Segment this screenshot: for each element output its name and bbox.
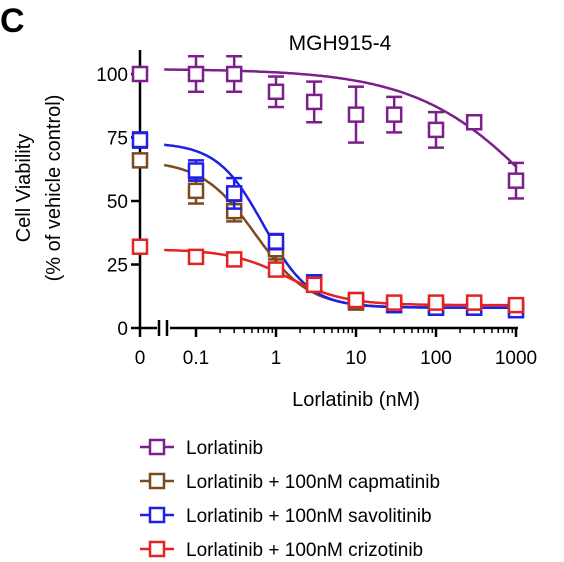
- data-point: [131, 65, 149, 83]
- data-point: [305, 80, 323, 124]
- fit-curves: [163, 68, 517, 309]
- y-tick-label: 100: [96, 65, 128, 86]
- fit-curve-lorlatinib-100nm-capmatinib: [163, 163, 516, 309]
- y-axis-title-line1: Cell Viability: [13, 134, 35, 243]
- data-point: [507, 296, 525, 314]
- legend-label: Lorlatinib + 100nM capmatinib: [186, 472, 440, 493]
- y-axis-title-line2: (% of vehicle control): [43, 95, 65, 282]
- fit-curve-lorlatinib-100nm-crizotinib: [164, 248, 516, 307]
- data-point: [131, 152, 149, 169]
- legend-label: Lorlatinib + 100nM savolitinib: [186, 506, 432, 527]
- legend-label: Lorlatinib: [186, 438, 263, 459]
- legend-swatch-marker: [148, 472, 166, 490]
- fit-curve-lorlatinib: [164, 68, 517, 168]
- data-point: [267, 261, 285, 278]
- y-tick-label: 0: [117, 319, 128, 340]
- fit-curve-lorlatinib-100nm-savolitinib: [164, 143, 516, 309]
- x-tick-label: 0.1: [183, 348, 209, 369]
- data-point: [427, 294, 445, 311]
- data-point: [187, 248, 205, 266]
- legend-swatch-marker: [148, 540, 166, 558]
- x-tick-label: 0: [135, 348, 146, 369]
- legend-swatch-marker: [148, 438, 166, 456]
- data-point: [347, 291, 365, 309]
- x-axis-title: Lorlatinib (nM): [292, 389, 420, 411]
- data-point: [385, 95, 403, 134]
- legend-item: Lorlatinib: [140, 438, 263, 459]
- y-tick-label: 25: [107, 256, 128, 277]
- x-tick-label: 1000: [495, 348, 537, 369]
- legend-swatch-marker: [148, 506, 166, 524]
- x-tick-label: 10: [345, 348, 366, 369]
- y-tick-label: 75: [107, 129, 128, 150]
- data-point: [225, 251, 243, 268]
- data-point: [465, 294, 483, 311]
- data-point: [131, 131, 149, 149]
- data-point: [427, 110, 445, 149]
- data-point: [225, 54, 243, 94]
- data-point: [305, 276, 323, 294]
- data-point: [225, 176, 243, 210]
- data-point: [187, 159, 205, 182]
- legend: Lorlatinib Lorlatinib + 100nM capmatinib L…: [140, 438, 440, 561]
- x-tick-label: 100: [420, 348, 452, 369]
- data-point: [385, 294, 403, 311]
- data-point: [347, 85, 365, 144]
- data-points: [131, 54, 525, 319]
- data-point: [267, 75, 285, 109]
- panel-letter: C: [0, 2, 25, 40]
- legend-item: Lorlatinib + 100nM capmatinib: [140, 472, 440, 493]
- legend-label: Lorlatinib + 100nM crizotinib: [186, 540, 423, 561]
- data-point: [187, 176, 205, 205]
- legend-item: Lorlatinib + 100nM savolitinib: [140, 506, 432, 527]
- y-axis-title: Cell Viability (% of vehicle control): [13, 95, 65, 282]
- y-tick-label: 50: [107, 192, 128, 213]
- legend-item: Lorlatinib + 100nM crizotinib: [140, 540, 423, 561]
- data-point: [131, 238, 149, 255]
- data-point: [507, 161, 525, 200]
- data-point: [187, 54, 205, 94]
- data-point: [267, 232, 285, 251]
- data-point: [465, 114, 483, 131]
- x-tick-label: 1: [271, 348, 282, 369]
- chart-title: MGH915-4: [289, 32, 392, 55]
